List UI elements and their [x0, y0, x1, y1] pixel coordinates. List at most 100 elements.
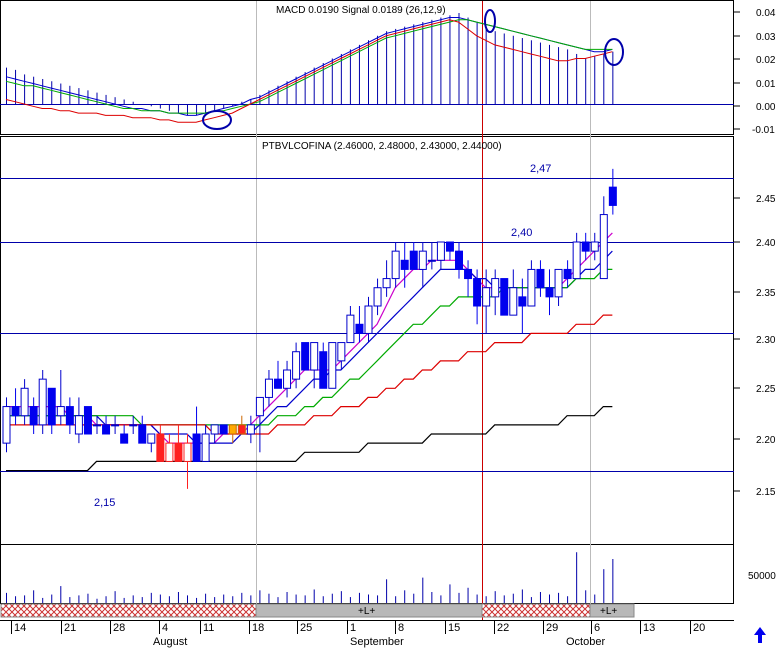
candle-body [292, 351, 301, 380]
x-tick-label: 28 [113, 622, 125, 634]
macd-tick-label: 0.00 [756, 102, 776, 113]
candle-body [129, 424, 138, 427]
candle-body [518, 296, 527, 307]
candle-body [11, 406, 20, 417]
candle-body [65, 406, 74, 426]
candle-body [274, 378, 282, 389]
candle-body [337, 342, 346, 362]
candle-body [536, 268, 545, 289]
annotation-2-47: 2,47 [530, 163, 551, 175]
x-tick-label: 1 [350, 622, 356, 634]
x-tick-label: 14 [14, 622, 26, 634]
macd-tick-label: 0.04 [756, 8, 776, 19]
band-hatch-1 [0, 603, 257, 618]
price-tick-label: 2.25 [756, 384, 776, 395]
x-tick-label: 18 [252, 622, 264, 634]
candle-body [246, 424, 255, 435]
x-tick-label: 8 [398, 622, 404, 634]
candle-body [93, 424, 101, 427]
macd-title: MACD 0.0190 Signal 0.0189 (26,12,9) [276, 5, 446, 16]
x-tick-label: 20 [693, 622, 705, 634]
x-tick-label: 25 [300, 622, 312, 634]
candle-body [545, 287, 554, 298]
annotation-2-15: 2,15 [94, 497, 115, 509]
candle-body [373, 287, 382, 307]
candle-body [255, 396, 264, 417]
candle-body [491, 278, 500, 298]
candle-body [328, 342, 337, 389]
candle-body [174, 442, 183, 462]
macd-layer [5, 9, 624, 130]
candle-body [608, 186, 617, 206]
band-label-2: +L+ [600, 606, 617, 617]
candle-body [554, 268, 563, 298]
candle-body [581, 241, 590, 252]
macd-line [5, 19, 613, 123]
candle-body [445, 241, 454, 252]
candle-body [455, 250, 463, 270]
x-tick-label: 22 [497, 622, 509, 634]
price-layer [2, 168, 617, 489]
x-tick-label: 4 [162, 622, 168, 634]
annotation-2-40: 2,40 [511, 227, 532, 239]
price-tick-label: 2.35 [756, 288, 776, 299]
macd-tick-label: -0.01 [752, 125, 775, 136]
month-label-august: August [153, 636, 187, 648]
price-tick-label: 2.15 [756, 487, 776, 498]
candle-body [156, 433, 165, 462]
x-tick-label: 29 [546, 622, 558, 634]
macd-tick-label: 0.03 [756, 32, 776, 43]
macd-tick-label: 0.01 [756, 79, 776, 90]
candle-body [138, 424, 147, 444]
highlight-circle [604, 38, 624, 66]
candle-body [346, 314, 355, 344]
price-tick-label: 2.40 [756, 238, 776, 249]
candle-body [120, 433, 129, 444]
scroll-up-arrow-icon[interactable] [748, 624, 772, 646]
candle-body [283, 369, 292, 389]
month-label-september: September [350, 636, 404, 648]
band-label-1: +L+ [358, 606, 375, 617]
candle-body [382, 278, 391, 289]
candle-body [310, 342, 319, 371]
x-tick-label: 15 [448, 622, 460, 634]
candle-body [464, 268, 473, 280]
candle-body [111, 424, 120, 427]
candle-body [83, 406, 92, 435]
x-tick-label: 6 [594, 622, 600, 634]
x-tick-label: 21 [64, 622, 76, 634]
month-label-october: October [566, 636, 605, 648]
candle-body [355, 323, 364, 334]
candle-body [590, 241, 599, 252]
candle-body [38, 378, 47, 426]
volume-layer [6, 552, 614, 603]
highlight-circle [202, 110, 232, 130]
candle-body [219, 424, 228, 435]
macd-tick-label: 0.02 [756, 55, 776, 66]
candle-body [500, 278, 509, 316]
x-axis: 14 21 28 4 11 18 25 1 8 15 22 29 6 13 20 [11, 620, 705, 634]
candle-body [210, 424, 219, 435]
candle-body [364, 305, 373, 334]
candle-body [2, 406, 11, 444]
candle-body [165, 442, 174, 462]
candle-body [482, 287, 491, 307]
highlight-circle [484, 9, 496, 33]
candle-body [47, 387, 56, 426]
candle-body [301, 342, 310, 371]
candle-body [427, 259, 436, 262]
candle-body [409, 250, 418, 270]
candle-body [20, 387, 29, 417]
volume-panel [0, 544, 734, 604]
volume-tick-label: 50000 [748, 571, 776, 582]
period-band: +L+ +L+ [0, 603, 635, 618]
candle-body [56, 406, 65, 417]
candle-body [509, 287, 518, 316]
price-tick-label: 2.20 [756, 435, 776, 446]
candle-body [228, 424, 237, 435]
moving-average-line [6, 406, 613, 472]
candle-body [183, 442, 192, 462]
candle-body [599, 214, 608, 280]
candle-body [74, 415, 83, 435]
